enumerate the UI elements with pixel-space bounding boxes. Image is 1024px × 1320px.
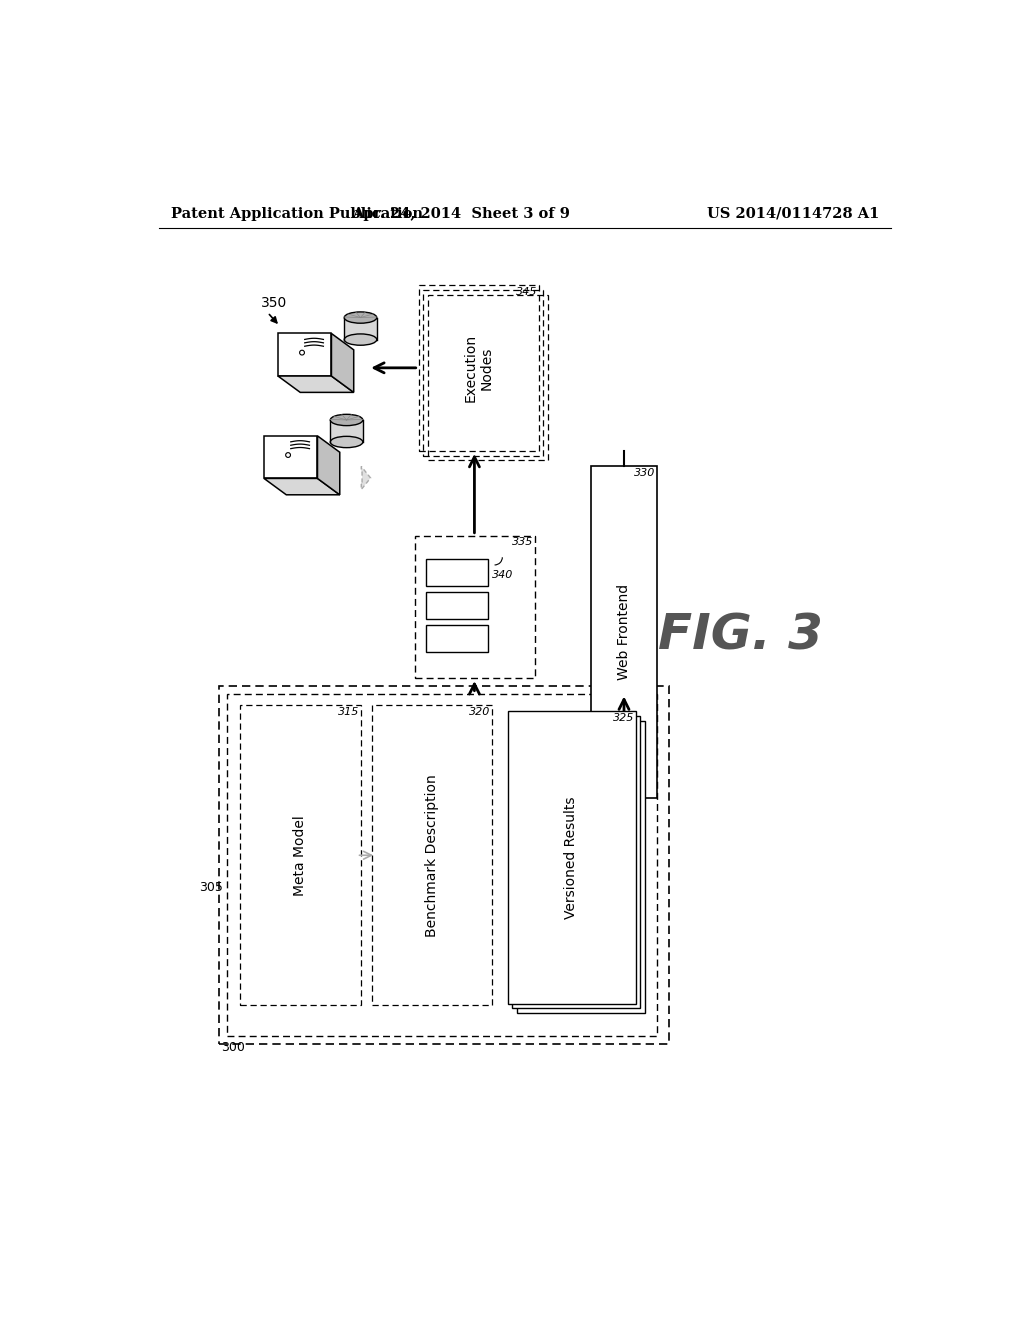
- Text: Patent Application Publication: Patent Application Publication: [171, 207, 423, 220]
- Text: 335: 335: [512, 537, 534, 548]
- Bar: [331, 420, 362, 442]
- Bar: [219, 686, 669, 1044]
- Bar: [423, 290, 544, 455]
- Text: FIG. 3: FIG. 3: [657, 611, 822, 660]
- Bar: [512, 715, 640, 1008]
- Polygon shape: [264, 478, 340, 495]
- Bar: [517, 721, 645, 1014]
- Polygon shape: [317, 436, 340, 495]
- Bar: [419, 285, 539, 451]
- Ellipse shape: [331, 437, 362, 447]
- Bar: [426, 626, 488, 652]
- Ellipse shape: [344, 312, 377, 323]
- Bar: [428, 294, 548, 461]
- Polygon shape: [361, 466, 371, 490]
- Bar: [592, 466, 657, 797]
- Text: Meta Model: Meta Model: [293, 814, 307, 896]
- Text: 325: 325: [612, 713, 634, 723]
- Text: Benchmark Description: Benchmark Description: [425, 774, 439, 937]
- Bar: [415, 536, 535, 678]
- Bar: [344, 318, 377, 339]
- Polygon shape: [278, 334, 332, 376]
- Bar: [241, 705, 360, 1006]
- Polygon shape: [278, 376, 353, 392]
- Text: Web Frontend: Web Frontend: [617, 583, 631, 680]
- Text: Versioned Results: Versioned Results: [564, 796, 579, 919]
- Text: US 2014/0114728 A1: US 2014/0114728 A1: [708, 207, 880, 220]
- Text: 315: 315: [338, 706, 359, 717]
- Text: 345: 345: [516, 286, 538, 297]
- Bar: [426, 558, 488, 586]
- Text: 340: 340: [493, 570, 514, 579]
- Text: Execution
Nodes: Execution Nodes: [463, 334, 494, 401]
- Ellipse shape: [331, 414, 362, 425]
- Bar: [426, 591, 488, 619]
- Bar: [508, 711, 636, 1003]
- Polygon shape: [264, 436, 317, 478]
- Text: 350: 350: [261, 296, 288, 310]
- Text: 300: 300: [221, 1040, 245, 1053]
- Text: Apr. 24, 2014  Sheet 3 of 9: Apr. 24, 2014 Sheet 3 of 9: [352, 207, 570, 220]
- Bar: [227, 693, 657, 1036]
- Text: 330: 330: [635, 469, 655, 478]
- Bar: [372, 705, 493, 1006]
- Text: 305: 305: [200, 880, 223, 894]
- Polygon shape: [332, 334, 353, 392]
- Ellipse shape: [344, 334, 377, 346]
- Text: 320: 320: [469, 706, 490, 717]
